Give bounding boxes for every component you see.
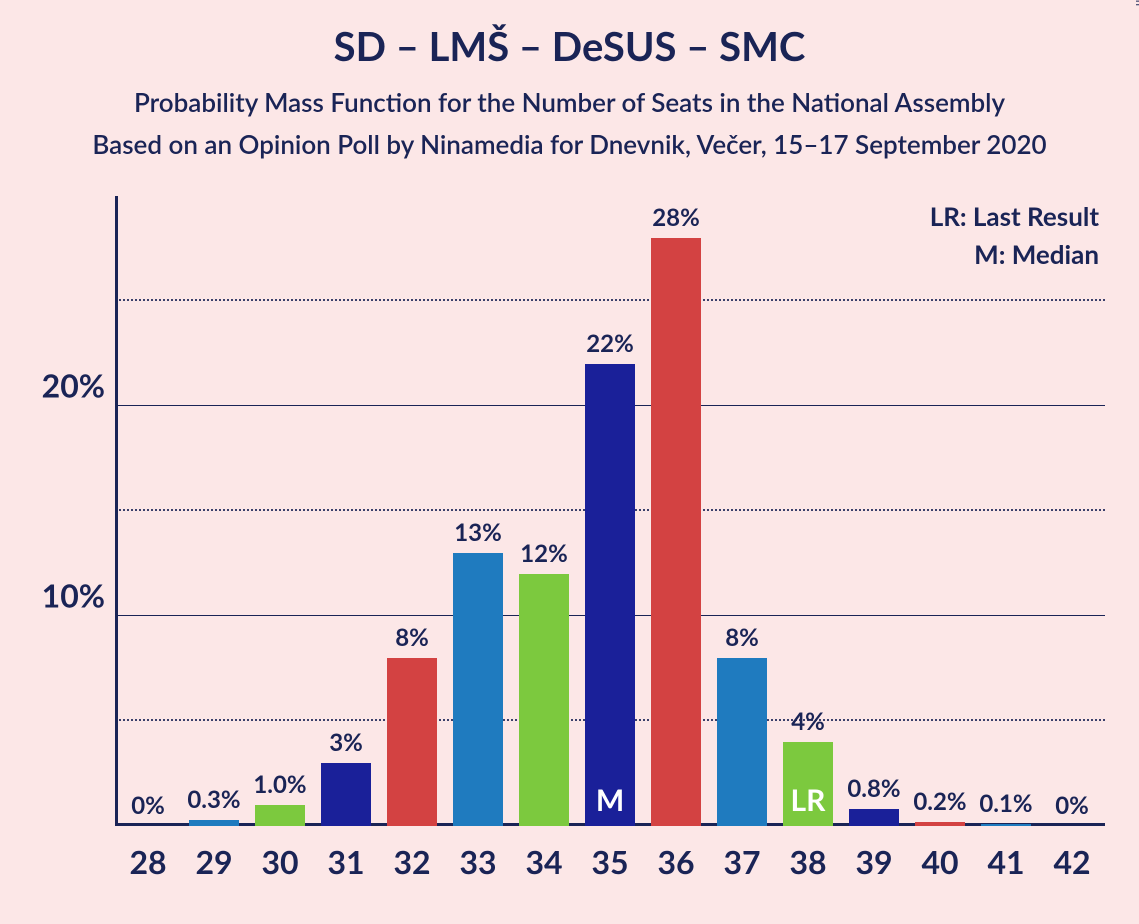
bar-value-label: 0.2% <box>905 787 975 816</box>
chart-container: SD – LMŠ – DeSUS – SMC Probability Mass … <box>0 0 1139 924</box>
bar-value-label: 1.0% <box>245 770 315 799</box>
chart-title: SD – LMŠ – DeSUS – SMC <box>0 22 1139 70</box>
bar-value-label: 0% <box>113 791 183 820</box>
bar <box>519 574 569 826</box>
bar-value-label: 0% <box>1037 791 1107 820</box>
bar <box>717 658 767 826</box>
bar <box>453 553 503 826</box>
y-tick-label: 20% <box>42 366 105 405</box>
bar <box>915 822 965 826</box>
bar: M <box>585 364 635 826</box>
x-tick-label: 29 <box>181 842 247 881</box>
x-tick-label: 36 <box>643 842 709 881</box>
x-tick-label: 34 <box>511 842 577 881</box>
bar-value-label: 8% <box>707 623 777 652</box>
bar-mark: LR <box>783 782 833 818</box>
bar <box>651 238 701 826</box>
x-tick-label: 38 <box>775 842 841 881</box>
bar <box>255 805 305 826</box>
x-tick-label: 33 <box>445 842 511 881</box>
bar-value-label: 0.8% <box>839 774 909 803</box>
x-tick-label: 28 <box>115 842 181 881</box>
bar-value-label: 28% <box>641 203 711 232</box>
x-tick-label: 30 <box>247 842 313 881</box>
gridline-minor <box>115 299 1105 301</box>
bar <box>849 809 899 826</box>
bar <box>321 763 371 826</box>
bar-value-label: 3% <box>311 728 381 757</box>
bar-value-label: 22% <box>575 329 645 358</box>
copyright-text: © 2020 Filip van Laenen <box>1133 0 1139 6</box>
x-tick-label: 37 <box>709 842 775 881</box>
bar-value-label: 13% <box>443 518 513 547</box>
x-tick-label: 35 <box>577 842 643 881</box>
bar <box>189 820 239 826</box>
y-axis-line <box>115 196 118 826</box>
x-tick-label: 42 <box>1039 842 1105 881</box>
bar <box>981 824 1031 826</box>
bar-value-label: 12% <box>509 539 579 568</box>
bar-value-label: 4% <box>773 707 843 736</box>
x-axis-labels: 282930313233343536373839404142 <box>115 836 1105 896</box>
x-tick-label: 31 <box>313 842 379 881</box>
bar-value-label: 0.3% <box>179 785 249 814</box>
y-tick-label: 10% <box>42 576 105 615</box>
plot-area: 10%20%0%0.3%1.0%3%8%13%12%M22%28%8%LR4%0… <box>115 196 1105 826</box>
x-tick-label: 41 <box>973 842 1039 881</box>
chart-subtitle-1: Probability Mass Function for the Number… <box>0 86 1139 118</box>
x-tick-label: 32 <box>379 842 445 881</box>
bar: LR <box>783 742 833 826</box>
chart-subtitle-2: Based on an Opinion Poll by Ninamedia fo… <box>0 128 1139 160</box>
x-tick-label: 39 <box>841 842 907 881</box>
bar-value-label: 0.1% <box>971 789 1041 818</box>
bar-value-label: 8% <box>377 623 447 652</box>
bar-mark: M <box>585 782 635 818</box>
bar <box>387 658 437 826</box>
x-tick-label: 40 <box>907 842 973 881</box>
